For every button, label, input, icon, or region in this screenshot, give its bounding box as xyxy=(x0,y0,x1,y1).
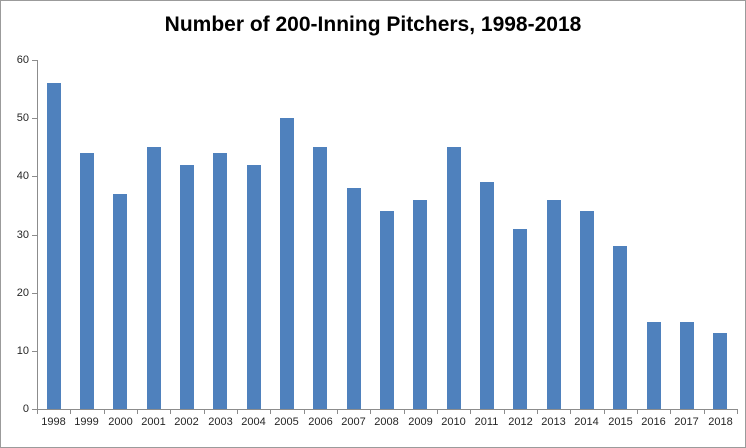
x-tick-label: 2010 xyxy=(441,416,466,428)
y-tick-label: 10 xyxy=(16,345,29,357)
x-tick-mark xyxy=(204,410,205,414)
x-tick-mark xyxy=(604,410,605,414)
x-tick-mark xyxy=(404,410,405,414)
chart-title: Number of 200-Inning Pitchers, 1998-2018 xyxy=(164,13,582,36)
x-tick-mark xyxy=(104,410,105,414)
x-tick-label: 2015 xyxy=(608,416,633,428)
bar-2002 xyxy=(180,165,194,409)
bar-1999 xyxy=(80,153,94,409)
y-tick-label: 30 xyxy=(16,229,29,241)
x-axis-line xyxy=(37,409,738,410)
bar-2001 xyxy=(147,147,161,409)
x-tick-mark xyxy=(670,410,671,414)
bar-2011 xyxy=(480,182,494,409)
x-tick-mark xyxy=(570,410,571,414)
x-tick-label: 1999 xyxy=(74,416,99,428)
bar-2006 xyxy=(313,147,327,409)
x-tick-mark xyxy=(137,410,138,414)
x-tick-label: 2006 xyxy=(308,416,333,428)
x-tick-label: 2012 xyxy=(508,416,533,428)
x-tick-label: 2009 xyxy=(408,416,433,428)
y-axis-line xyxy=(37,60,38,410)
y-tick-label: 50 xyxy=(16,112,29,124)
bar-2016 xyxy=(647,322,661,409)
y-tick-mark xyxy=(32,351,37,352)
x-tick-mark xyxy=(37,410,38,414)
x-tick-mark xyxy=(370,410,371,414)
bar-2008 xyxy=(380,211,394,409)
y-tick-label: 40 xyxy=(16,170,29,182)
x-tick-mark xyxy=(270,410,271,414)
x-tick-label: 2013 xyxy=(541,416,566,428)
y-tick-mark xyxy=(32,118,37,119)
y-tick-mark xyxy=(32,60,37,61)
bar-2005 xyxy=(280,118,294,409)
x-tick-label: 1998 xyxy=(41,416,66,428)
y-tick-mark xyxy=(32,409,37,410)
x-tick-mark xyxy=(237,410,238,414)
x-tick-mark xyxy=(504,410,505,414)
bar-2004 xyxy=(247,165,261,409)
x-tick-label: 2001 xyxy=(141,416,166,428)
x-tick-label: 2003 xyxy=(208,416,233,428)
y-tick-mark xyxy=(32,235,37,236)
x-tick-label: 2004 xyxy=(241,416,266,428)
bar-2017 xyxy=(680,322,694,409)
bar-2000 xyxy=(113,194,127,409)
x-tick-label: 2005 xyxy=(274,416,299,428)
x-tick-mark xyxy=(537,410,538,414)
x-tick-label: 2008 xyxy=(374,416,399,428)
bar-1998 xyxy=(47,83,61,409)
x-tick-mark xyxy=(304,410,305,414)
x-tick-mark xyxy=(704,410,705,414)
x-tick-label: 2007 xyxy=(341,416,366,428)
x-tick-label: 2016 xyxy=(641,416,666,428)
x-tick-mark xyxy=(470,410,471,414)
x-tick-label: 2018 xyxy=(708,416,733,428)
bar-2012 xyxy=(513,229,527,409)
y-tick-mark xyxy=(32,176,37,177)
x-tick-mark xyxy=(437,410,438,414)
x-tick-label: 2017 xyxy=(674,416,699,428)
x-tick-label: 2011 xyxy=(474,416,499,428)
x-tick-mark xyxy=(70,410,71,414)
x-tick-mark xyxy=(737,410,738,414)
bar-2010 xyxy=(447,147,461,409)
y-tick-label: 20 xyxy=(16,287,29,299)
bar-2009 xyxy=(413,200,427,409)
x-tick-label: 2000 xyxy=(108,416,133,428)
bar-2007 xyxy=(347,188,361,409)
x-tick-label: 2002 xyxy=(174,416,199,428)
y-tick-label: 60 xyxy=(16,54,29,66)
x-tick-mark xyxy=(337,410,338,414)
y-tick-label: 0 xyxy=(22,403,29,415)
bar-2013 xyxy=(547,200,561,409)
x-tick-mark xyxy=(637,410,638,414)
bar-2015 xyxy=(613,246,627,409)
y-tick-mark xyxy=(32,293,37,294)
bar-2018 xyxy=(713,333,727,409)
bar-2014 xyxy=(580,211,594,409)
x-tick-label: 2014 xyxy=(574,416,599,428)
x-tick-mark xyxy=(170,410,171,414)
bar-2003 xyxy=(213,153,227,409)
